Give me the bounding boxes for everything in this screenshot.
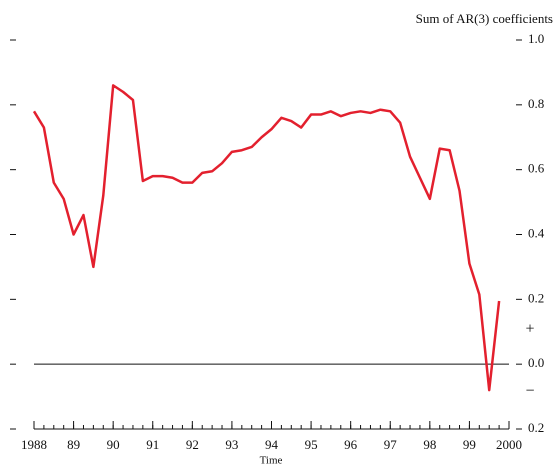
- x-tick-label: 93: [225, 437, 238, 452]
- x-tick-label: 97: [384, 437, 398, 452]
- x-tick-label: 98: [423, 437, 436, 452]
- x-tick-label: 94: [265, 437, 279, 452]
- x-tick-label: 96: [344, 437, 358, 452]
- y-tick-label: 0.2: [528, 290, 544, 305]
- positive-annotation: +: [525, 321, 534, 338]
- y-tick-label: 1.0: [528, 31, 544, 46]
- x-tick-label: 1988: [21, 437, 47, 452]
- x-tick-label: 2000: [496, 437, 522, 452]
- y-tick-label: 0.6: [528, 161, 545, 176]
- x-tick-label: 95: [305, 437, 318, 452]
- chart-title: Sum of AR(3) coefficients: [416, 11, 553, 26]
- x-tick-label: 92: [186, 437, 199, 452]
- x-axis-label: Time: [260, 455, 283, 467]
- data-line: [32, 84, 501, 392]
- negative-annotation: −: [525, 383, 534, 400]
- x-tick-label: 90: [107, 437, 120, 452]
- x-tick-label: 91: [146, 437, 159, 452]
- y-tick-label: 0.8: [528, 96, 544, 111]
- x-tick-label: 99: [463, 437, 476, 452]
- y-tick-label: 0.4: [528, 225, 545, 240]
- x-tick-label: 89: [67, 437, 80, 452]
- y-tick-label: 0.2: [528, 420, 544, 435]
- y-tick-label: 0.0: [528, 355, 544, 370]
